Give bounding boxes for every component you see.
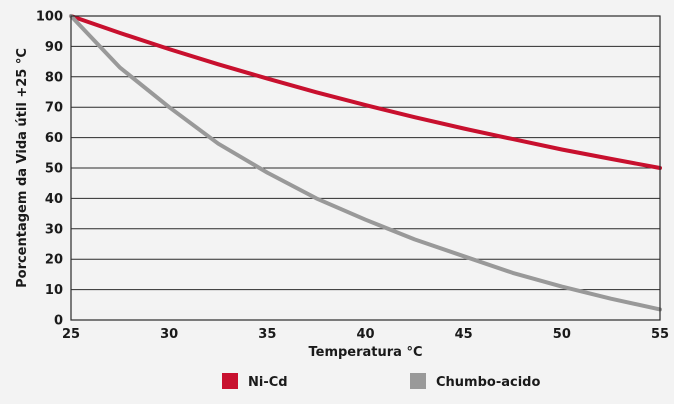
x-tick-label: 40 (356, 327, 374, 342)
y-axis: 0 10 20 30 40 50 60 70 80 90 100 (36, 10, 63, 329)
series-line-ni-cd (69, 14, 662, 170)
x-tick-label: 35 (258, 327, 276, 342)
x-axis-title: Temperatura °C (308, 345, 422, 360)
legend-swatch (222, 373, 238, 389)
y-axis-title: Porcentagem da Vida útil +25 °C (15, 48, 30, 288)
legend-label: Ni-Cd (248, 375, 288, 390)
y-tick-label: 30 (45, 222, 63, 237)
legend-swatch (410, 373, 426, 389)
grid (71, 15, 660, 321)
x-tick-label: 50 (553, 327, 571, 342)
x-tick-label: 25 (62, 327, 80, 342)
x-axis: 25 30 35 40 45 50 55 (62, 327, 669, 342)
y-tick-label: 20 (45, 253, 63, 268)
x-tick-label: 30 (160, 327, 178, 342)
y-tick-label: 10 (45, 283, 63, 298)
x-tick-label: 55 (651, 327, 669, 342)
plot-frame (70, 15, 661, 321)
y-tick-label: 60 (45, 131, 63, 146)
legend: Ni-Cd Chumbo-acido (222, 373, 540, 390)
y-tick-label: 40 (45, 192, 63, 207)
x-tick-label: 45 (455, 327, 473, 342)
series-line-chumbo-acido (69, 14, 662, 312)
series-layer (69, 14, 662, 312)
y-tick-label: 70 (45, 101, 63, 116)
legend-label: Chumbo-acido (436, 375, 540, 390)
y-tick-label: 100 (36, 10, 63, 25)
y-tick-label: 50 (45, 162, 63, 177)
y-tick-label: 0 (54, 314, 63, 329)
y-tick-label: 90 (45, 40, 63, 55)
y-tick-label: 80 (45, 70, 63, 85)
